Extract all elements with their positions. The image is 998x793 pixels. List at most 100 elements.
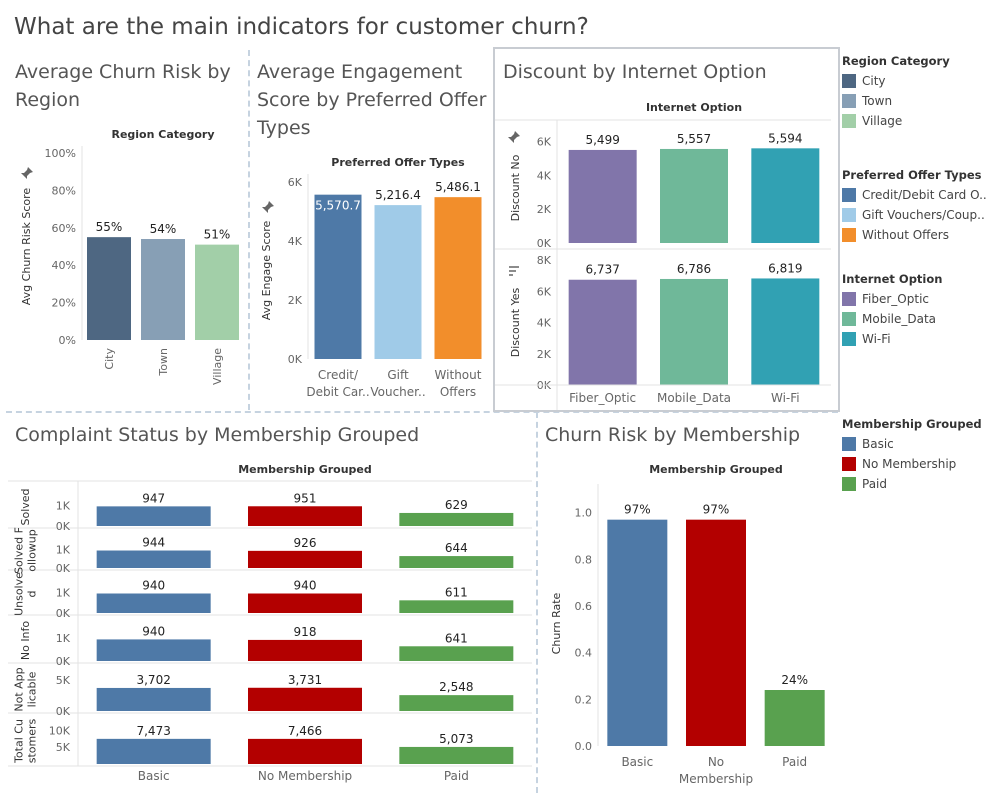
legend-label: Town [862,94,893,108]
bar-basic[interactable] [96,687,211,711]
bar-wi-fi[interactable] [751,148,820,243]
bar-fiber-optic[interactable] [568,279,637,385]
legend-swatch [842,114,856,128]
data-label: 641 [445,631,468,645]
bar-basic[interactable] [96,593,211,613]
x-tick-label: Fiber_Optic [569,391,636,405]
x-tick-label: Without [435,368,482,382]
bar-mobile-data[interactable] [660,278,728,385]
y-tick-label: 0% [59,334,76,347]
sort-icon[interactable] [507,264,521,278]
bar-fiber-optic[interactable] [568,149,637,243]
bar-credit-debit-car[interactable] [314,194,362,359]
data-label: 7,473 [136,724,170,738]
legend-item-village[interactable]: Village [842,111,996,131]
y-tick-label: 5K [56,741,71,754]
y-tick-label: 4K [537,169,552,182]
data-label: 24% [781,673,808,687]
legend-item-no-membership[interactable]: No Membership [842,454,996,474]
bar-no-membership[interactable] [248,639,362,661]
legend-label: Paid [862,477,888,491]
complaint-panel-title: Complaint Status by Membership Grouped [15,424,420,446]
legend-label: Mobile_Data [862,312,937,326]
y-tick-label: 1K [56,543,71,556]
bar-basic[interactable] [96,639,211,661]
bar-no-membership[interactable] [248,687,362,711]
legend-item-credit[interactable]: Credit/Debit Card O.. [842,185,996,205]
x-tick-label: Credit/ [318,368,359,382]
bar-no-membership[interactable] [248,506,362,526]
legend-item-mobile[interactable]: Mobile_Data [842,309,996,329]
pin-icon[interactable] [20,166,34,180]
y-tick-label: 4K [537,317,552,330]
y-tick-label: 5K [56,674,71,687]
y-tick-label: 1.0 [575,507,593,520]
y-tick-label: 0.4 [575,647,593,660]
bar-paid[interactable] [399,746,514,764]
data-label: 944 [142,536,165,550]
legend-item-paid[interactable]: Paid [842,474,996,494]
y-tick-label: 2K [537,348,552,361]
legend-swatch [842,292,856,306]
y-tick-label: 1K [56,586,71,599]
legend-item-town[interactable]: Town [842,91,996,111]
y-tick-label: 2K [537,203,552,216]
bar-paid[interactable] [399,695,514,711]
bar-basic[interactable] [96,738,211,764]
bar-town[interactable] [141,239,185,340]
bar-paid[interactable] [764,690,825,746]
bar-basic[interactable] [96,550,211,568]
bar-paid[interactable] [399,646,514,661]
data-label: 5,073 [439,732,473,746]
legend-item-wifi[interactable]: Wi-Fi [842,329,996,349]
region-chart: Region Category 0% 20% 40% 60% 80% 100% Avg Chu… [20,128,239,385]
column-header: Region Category [111,128,214,141]
legend-item-without[interactable]: Without Offers [842,225,996,245]
legend-item-fiber[interactable]: Fiber_Optic [842,289,996,309]
data-label: 97% [703,503,730,517]
bar-paid[interactable] [399,600,514,613]
bar-giftvoucher[interactable] [374,205,422,359]
bar-paid[interactable] [399,556,514,568]
x-tick-label: Offers [440,385,476,399]
y-tick-label: 1K [56,499,71,512]
legend-label: Fiber_Optic [862,292,929,306]
row-label: ollowup [26,529,39,572]
legend-swatch [842,228,856,242]
legend-swatch [842,208,856,222]
bar-nomembership[interactable] [686,519,746,746]
engage-chart: Preferred Offer Types 0K 2K 4K 6K Avg Engage … [260,156,482,399]
pin-icon[interactable] [261,200,275,214]
y-tick-label: 60% [52,222,76,235]
legend-label: Wi-Fi [862,332,891,346]
bar-basic[interactable] [96,506,211,526]
bar-withoutoffers[interactable] [434,197,482,359]
legend-offer: Preferred Offer Types Credit/Debit Card … [842,168,996,245]
bar-wi-fi[interactable] [751,278,820,385]
legend-item-gift[interactable]: Gift Vouchers/Coup.. [842,205,996,225]
pin-icon[interactable] [507,130,521,144]
legend-label: Without Offers [862,228,949,242]
membership-chart: Membership Grouped 0.0 0.2 0.4 0.6 0.8 1.0 Chur… [550,463,825,786]
data-label: 51% [204,228,231,242]
legend-item-city[interactable]: City [842,71,996,91]
row-label: No Info [19,621,32,661]
x-tick-label: Debit Car.. [306,385,369,399]
bar-paid[interactable] [399,512,514,526]
y-tick-label: 6K [537,285,552,298]
divider [248,50,250,410]
legend-item-basic[interactable]: Basic [842,434,996,454]
bar-village[interactable] [195,244,239,340]
bar-basic[interactable] [607,519,668,746]
y-tick-label: 4K [288,235,303,248]
bar-no-membership[interactable] [248,550,362,568]
bar-mobile-data[interactable] [660,148,728,243]
bar-no-membership[interactable] [248,593,362,613]
legend-swatch [842,477,856,491]
row-label: Not App [13,667,26,711]
bar-city[interactable] [87,237,131,340]
selected-panel-border[interactable] [493,47,840,412]
column-header: Membership Grouped [238,463,372,476]
bar-no-membership[interactable] [248,738,362,764]
x-tick-label: Basic [621,755,653,769]
